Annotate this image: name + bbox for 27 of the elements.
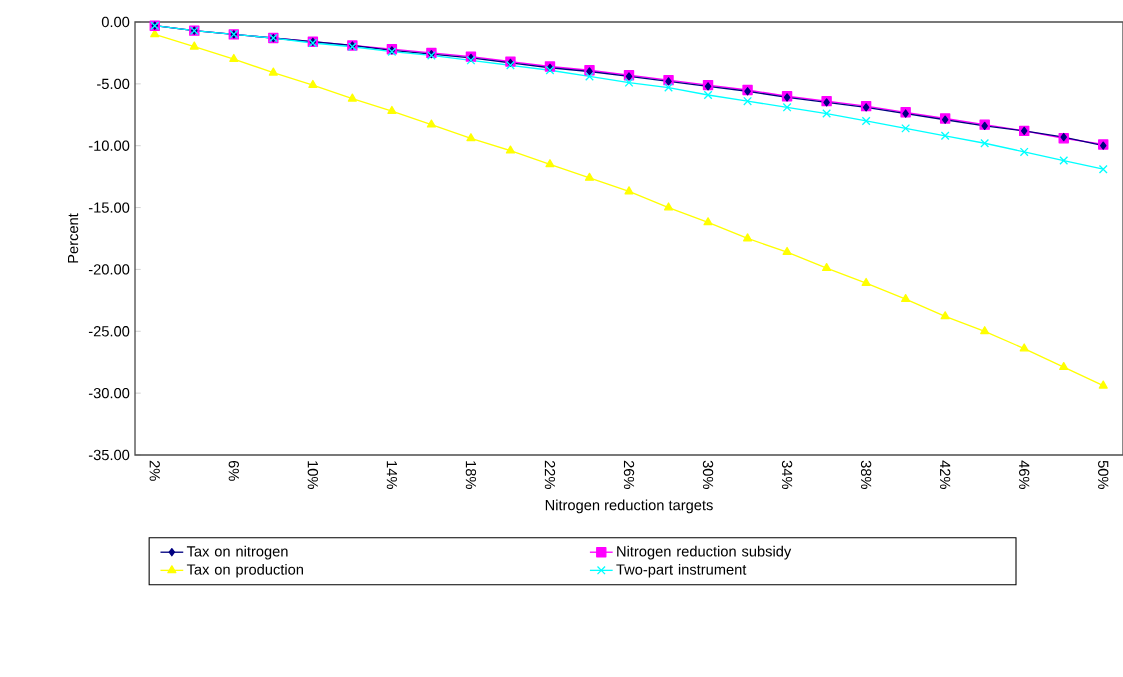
x-tick-label: 46% xyxy=(1019,460,1030,489)
y-tick-label: -10.00 xyxy=(88,140,130,151)
legend-label: Nitrogen reduction subsidy xyxy=(617,545,792,560)
x-axis-title: Nitrogen reduction targets xyxy=(545,499,713,514)
x-tick-label: 26% xyxy=(623,460,635,489)
x-tick-label: 42% xyxy=(940,460,951,489)
x-tick-label: 14% xyxy=(386,461,398,489)
legend-label: Tax on production xyxy=(186,563,303,578)
x-tick-label: 22% xyxy=(544,460,556,489)
x-tick-label: 18% xyxy=(465,461,477,489)
y-tick-label: -25.00 xyxy=(88,326,130,337)
legend-label: Tax on nitrogen xyxy=(186,545,288,560)
y-tick-label: -20.00 xyxy=(88,264,130,275)
y-tick-label: -15.00 xyxy=(88,202,130,213)
x-tick-label: 38% xyxy=(860,460,872,489)
y-tick-label: -35.00 xyxy=(88,449,130,461)
y-tick-label: -30.00 xyxy=(88,387,130,399)
y-axis-title: Percent xyxy=(68,213,79,263)
x-tick-label: 30% xyxy=(702,460,714,489)
x-tick-label: 6% xyxy=(228,460,239,481)
x-tick-label: 50% xyxy=(1098,460,1109,489)
y-tick-label: 0.00 xyxy=(101,16,130,28)
x-tick-label: 2% xyxy=(149,460,160,481)
y-tick-label: -5.00 xyxy=(97,78,130,90)
legend-label: Two-part instrument xyxy=(616,563,747,578)
x-tick-label: 10% xyxy=(307,461,319,489)
x-tick-label: 34% xyxy=(781,460,793,489)
